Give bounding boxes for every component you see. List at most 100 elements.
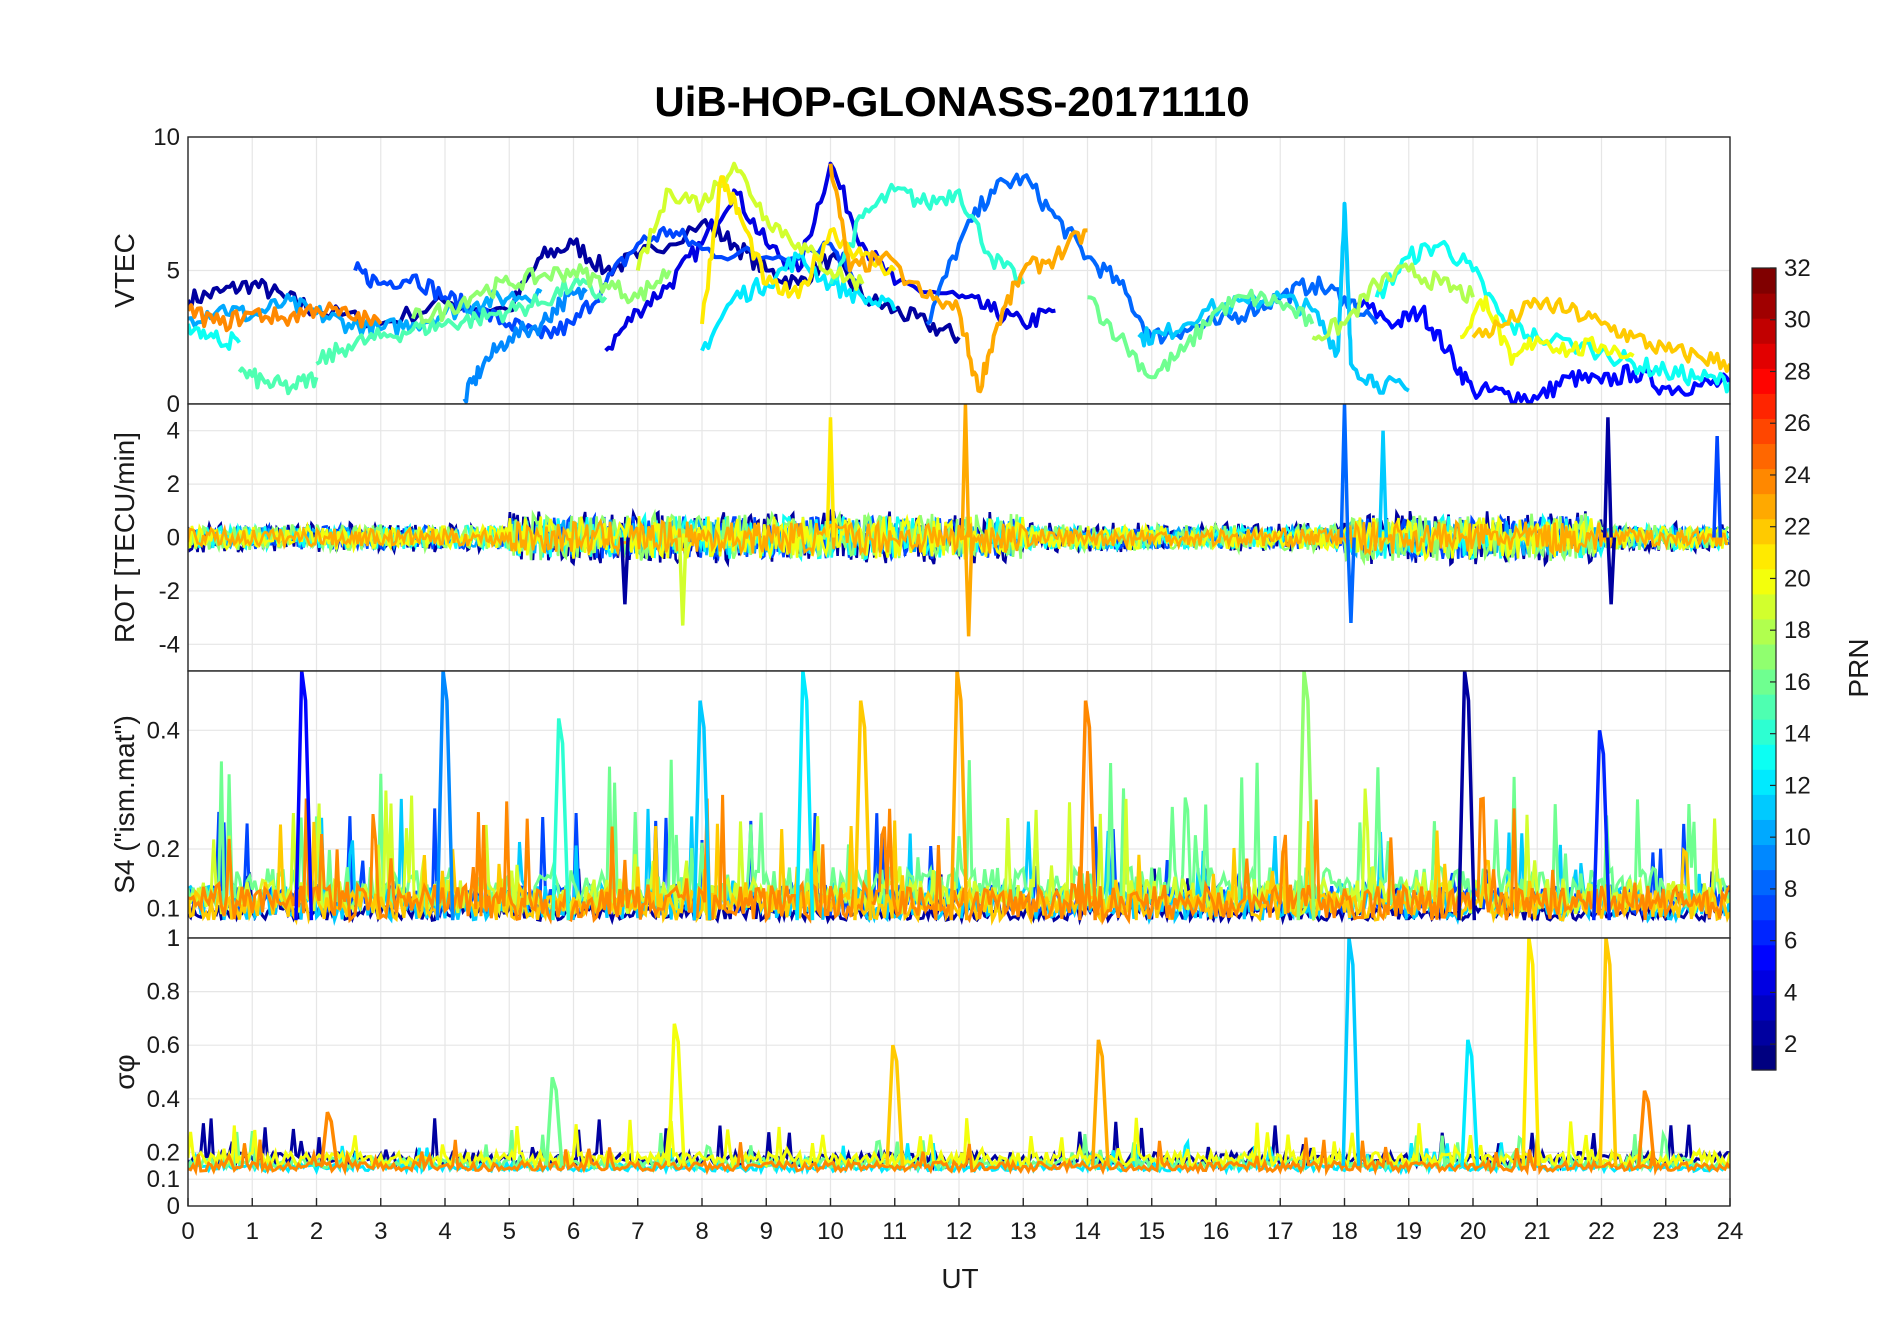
colorbar-step <box>1752 844 1776 871</box>
y-tick-label: 0.4 <box>147 717 180 744</box>
colorbar-step <box>1752 293 1776 319</box>
vtec-series-prn-17 <box>411 263 672 325</box>
s4-peak <box>949 671 969 921</box>
colorbar-step <box>1752 468 1776 495</box>
x-tick-label: 17 <box>1267 1218 1294 1245</box>
chart-title: UiB-HOP-GLONASS-20171110 <box>654 78 1249 125</box>
x-tick-label: 12 <box>946 1218 973 1245</box>
x-tick-label: 20 <box>1460 1218 1487 1245</box>
y-tick-label: 0.1 <box>147 1166 180 1193</box>
sigma_phi-peak <box>885 1044 905 1166</box>
s4-peak <box>1457 671 1477 921</box>
colorbar-step <box>1752 694 1776 720</box>
y-tick-label: 0.6 <box>147 1032 180 1059</box>
panel-rot: -4 -2 0 2 4 ROT [TECU/min] <box>109 403 1731 672</box>
x-tick-label: 1 <box>246 1218 259 1245</box>
x-tick-label: 22 <box>1588 1218 1615 1245</box>
y-tick-label: 0.4 <box>147 1086 180 1113</box>
colorbar-step <box>1752 969 1776 996</box>
panel-vtec: 0 5 10 VTEC <box>109 124 1731 418</box>
colorbar-step <box>1752 618 1776 645</box>
y-tick-label: 0.2 <box>147 1139 180 1166</box>
x-tick-label: 19 <box>1395 1218 1422 1245</box>
sigma_phi-peak <box>1637 1090 1656 1166</box>
vtec-series-prn-24 <box>188 301 383 333</box>
x-tick-label: 4 <box>438 1218 451 1245</box>
x-tick-label: 13 <box>1010 1218 1037 1245</box>
colorbar-tick-label: 16 <box>1784 669 1811 696</box>
vtec-series-prn-7 <box>353 226 864 340</box>
s4-peak <box>795 671 815 921</box>
sigma_phi-peak <box>1521 938 1541 1166</box>
sigma_phi-series-prn-24 <box>188 1137 1730 1177</box>
x-tick-label: 3 <box>374 1218 387 1245</box>
s4-peak <box>294 671 314 921</box>
colorbar-step <box>1752 819 1776 846</box>
colorbar-tick-label: 26 <box>1784 410 1811 437</box>
s4-peak <box>1592 730 1611 921</box>
vtec-series-prn-20 <box>1459 295 1635 366</box>
x-tick-label: 5 <box>503 1218 516 1245</box>
y-tick-label: 0 <box>167 391 180 418</box>
colorbar-step <box>1752 894 1776 921</box>
colorbar-step <box>1752 1019 1776 1046</box>
vtec-series-prn-15 <box>237 366 319 396</box>
panel-s4: 0.1 0.2 0.4 1 S4 ("ism.mat") <box>109 670 1731 952</box>
colorbar-step <box>1752 343 1776 369</box>
x-tick-label: 23 <box>1652 1218 1679 1245</box>
sigma_phi-peak <box>544 1076 564 1166</box>
rot-spike <box>1339 404 1350 538</box>
colorbar-step <box>1752 593 1776 620</box>
y-tick-label: 0 <box>167 525 180 552</box>
colorbar-tick-label: 8 <box>1784 876 1797 903</box>
y-tick-label: 1 <box>167 925 180 952</box>
colorbar-step <box>1752 568 1776 595</box>
colorbar-tick-label: 22 <box>1784 514 1811 541</box>
colorbar-step <box>1752 994 1776 1021</box>
sigma_phi-peak <box>1341 938 1361 1166</box>
y-axis-label-rot: ROT [TECU/min] <box>109 432 140 643</box>
colorbar-step <box>1752 493 1776 520</box>
y-tick-label: 2 <box>167 471 180 498</box>
colorbar-tick-label: 24 <box>1784 462 1811 489</box>
s4-peak <box>1296 671 1316 921</box>
colorbar-tick-label: 30 <box>1784 307 1811 334</box>
colorbar-step <box>1752 719 1776 745</box>
rot-spike <box>825 417 836 538</box>
y-tick-label: 0.2 <box>147 836 180 863</box>
x-tick-label: 15 <box>1138 1218 1165 1245</box>
colorbar-step <box>1752 318 1776 344</box>
vtec-series-prn-21 <box>700 175 897 325</box>
s4-peak <box>692 700 712 921</box>
colorbar-step <box>1752 418 1776 445</box>
x-tick-label: 8 <box>695 1218 708 1245</box>
rot-spike <box>1378 430 1389 538</box>
colorbar-step <box>1752 1044 1776 1071</box>
colorbar-step <box>1752 518 1776 545</box>
colorbar-tick-label: 12 <box>1784 772 1811 799</box>
colorbar-tick-label: 10 <box>1784 824 1811 851</box>
vtec-series-prn-4 <box>604 161 1056 353</box>
colorbar-tick-label: 28 <box>1784 358 1811 385</box>
colorbar-step <box>1752 744 1776 770</box>
sigma_phi-peak <box>1090 1039 1110 1166</box>
x-tick-label: 0 <box>181 1218 194 1245</box>
s4-peak <box>853 700 873 921</box>
x-tick-label: 24 <box>1717 1218 1744 1245</box>
colorbar-step <box>1752 443 1776 470</box>
colorbar-step <box>1752 919 1776 946</box>
rot-spike <box>1602 417 1613 538</box>
sigma_phi-peak <box>666 1023 686 1166</box>
s4-peak <box>1078 700 1097 921</box>
x-tick-label: 16 <box>1203 1218 1230 1245</box>
colorbar-step <box>1752 368 1776 394</box>
panel-sigma_phi: 00.10.2 0.4 0.6 0.8 1 σφ <box>109 925 1731 1220</box>
vtec-series-prn-12 <box>700 250 897 352</box>
colorbar-step <box>1752 393 1776 419</box>
x-tick-label: 14 <box>1074 1218 1101 1245</box>
rot-spike <box>677 537 688 626</box>
sigma_phi-peak <box>1460 1039 1480 1166</box>
y-axis-label-vtec: VTEC <box>109 233 140 308</box>
colorbar-tick-label: 14 <box>1784 721 1811 748</box>
